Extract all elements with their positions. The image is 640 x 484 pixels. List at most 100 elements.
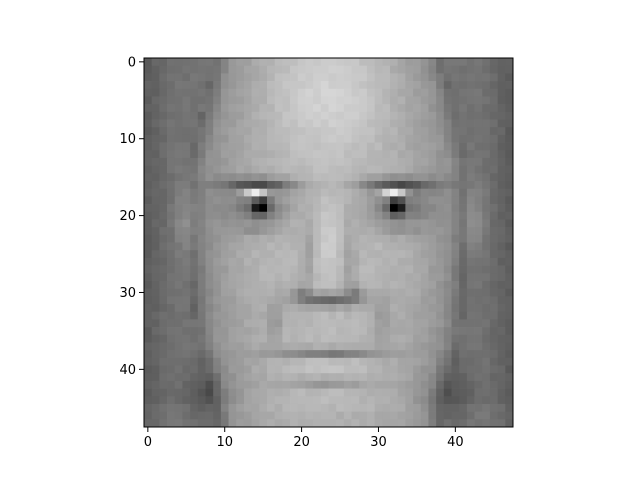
image-pixel [152,227,160,235]
image-pixel [282,219,290,227]
image-pixel [505,81,513,89]
image-pixel [398,258,406,266]
image-pixel [398,173,406,181]
image-pixel [367,219,375,227]
image-pixel [490,389,498,397]
image-pixel [213,120,221,128]
image-pixel [221,396,229,404]
image-pixel [421,396,429,404]
image-pixel [344,204,352,212]
image-pixel [182,373,190,381]
image-pixel [444,127,452,135]
image-pixel [498,204,506,212]
image-pixel [444,412,452,420]
image-pixel [313,158,321,166]
image-pixel [452,196,460,204]
image-pixels [144,58,513,427]
image-pixel [428,81,436,89]
image-pixel [498,135,506,143]
image-pixel [505,389,513,397]
image-pixel [282,396,290,404]
image-pixel [482,89,490,97]
image-pixel [436,173,444,181]
image-pixel [498,73,506,81]
image-pixel [221,358,229,366]
image-pixel [390,127,398,135]
image-pixel [267,150,275,158]
image-pixel [206,227,214,235]
image-pixel [390,196,398,204]
image-pixel [275,335,283,343]
image-pixel [375,166,383,174]
image-pixel [305,335,313,343]
image-pixel [444,335,452,343]
image-pixel [398,166,406,174]
image-pixel [190,366,198,374]
image-pixel [259,296,267,304]
image-pixel [152,219,160,227]
image-pixel [190,243,198,251]
image-pixel [382,181,390,189]
image-pixel [490,89,498,97]
image-pixel [244,342,252,350]
image-pixel [498,120,506,128]
image-pixel [298,143,306,151]
image-pixel [298,266,306,274]
image-pixel [421,266,429,274]
image-pixel [298,319,306,327]
image-pixel [505,196,513,204]
image-pixel [252,135,260,143]
image-pixel [367,327,375,335]
image-pixel [413,135,421,143]
image-pixel [359,381,367,389]
image-pixel [482,258,490,266]
image-pixel [282,204,290,212]
image-pixel [382,419,390,427]
image-pixel [298,327,306,335]
image-pixel [413,327,421,335]
image-pixel [390,250,398,258]
image-pixel [275,327,283,335]
image-pixel [329,266,337,274]
image-pixel [359,358,367,366]
image-pixel [336,312,344,320]
image-pixel [336,366,344,374]
image-pixel [298,419,306,427]
image-pixel [482,112,490,120]
image-pixel [352,419,360,427]
image-pixel [252,120,260,128]
image-pixel [175,273,183,281]
image-pixel [482,358,490,366]
image-pixel [375,304,383,312]
image-pixel [498,366,506,374]
image-pixel [413,319,421,327]
image-pixel [244,412,252,420]
image-pixel [398,150,406,158]
image-pixel [367,281,375,289]
image-pixel [182,158,190,166]
image-pixel [382,404,390,412]
image-pixel [444,81,452,89]
image-pixel [167,158,175,166]
image-pixel [490,273,498,281]
image-pixel [359,104,367,112]
image-pixel [421,173,429,181]
image-pixel [405,404,413,412]
image-pixel [229,89,237,97]
image-pixel [144,342,152,350]
image-pixel [344,258,352,266]
image-pixel [375,389,383,397]
image-pixel [206,58,214,66]
image-pixel [444,350,452,358]
image-pixel [290,381,298,389]
image-pixel [467,319,475,327]
image-pixel [452,66,460,74]
image-pixel [352,304,360,312]
image-pixel [182,396,190,404]
image-pixel [252,373,260,381]
image-pixel [398,227,406,235]
image-pixel [313,266,321,274]
image-pixel [213,219,221,227]
image-pixel [359,166,367,174]
image-pixel [359,273,367,281]
